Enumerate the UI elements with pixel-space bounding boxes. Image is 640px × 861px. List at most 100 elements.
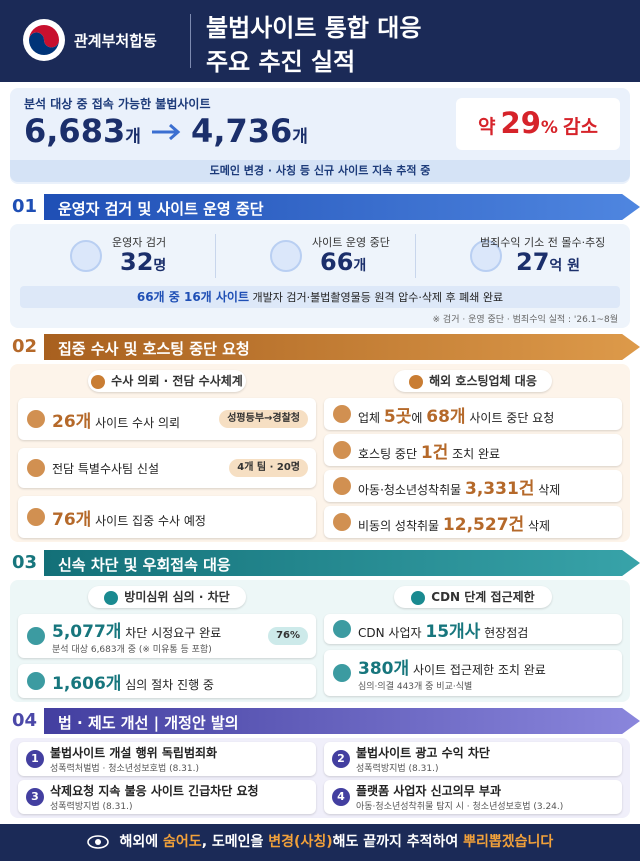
item-figure: 1,606개 [52,673,122,694]
stat: 사이트 운영 중단 66개 [215,230,410,282]
law-title: 플랫폼 사업자 신고의무 부과 [356,784,502,798]
footer-text: , 도메인을 [201,834,269,850]
section-number: 04 [12,710,38,731]
change-unit: % [540,118,558,138]
stat-label: 운영자 검거 [112,236,167,249]
section-title: 신속 차단 및 우회접속 대응 [58,556,231,574]
section-body: 66개 중 16개 사이트 개발자 검거·불법촬영물등 원격 압수·삭제 후 폐… [10,224,630,328]
item-text: 1,606개 심의 절차 진행 중 [52,669,214,694]
section-bar [44,194,640,220]
item-text: 5,077개 차단 시정요구 완료 분석 대상 6,683개 중 (※ 미유통 등… [52,617,221,655]
stat-value: 32 [120,248,154,276]
footer-text: 해외에 [119,834,164,850]
title-line: 불법사이트 통합 대응 [206,14,422,42]
header: 관계부처합동 불법사이트 통합 대응 주요 추진 실적 [0,0,640,82]
section-bar [44,550,640,576]
from-value: 6,683 [24,112,126,150]
icon [333,405,351,423]
stat-unit: 개 [353,258,367,274]
law-number: 1 [26,750,44,768]
section-title: 법 · 제도 개선 | 개정안 발의 [58,714,239,732]
icon [333,513,351,531]
item-sub: 심의·의결 443개 중 비교·식별 [358,682,473,692]
column-heading-text: 해외 호스팅업체 대응 [429,374,537,388]
item-phrase: 사이트 중단 요청 [465,410,555,425]
icon [27,459,45,477]
section-number: 03 [12,552,38,573]
item-line: 26개 사이트 수사 의뢰 [52,407,180,432]
item-phrase: 삭제 [534,482,561,497]
footer: 해외에 숨어도, 도메인을 변경(사칭)해도 끝까지 추적하여 뿌리뽑겠습니다 [0,824,640,861]
stat-unit: 명 [153,258,167,274]
stat-icon [470,240,502,272]
stat: 운영자 검거 32명 [20,230,210,282]
item-card: 26개 사이트 수사 의뢰 성평등부→경찰청 [18,398,316,440]
section-body: 방미심위 심의 · 차단 5,077개 차단 시정요구 완료 분석 대상 6,683… [10,580,630,702]
summary-note: 도메인 변경 · 사칭 등 신규 사이트 지속 추적 중 [10,160,630,182]
icon [333,441,351,459]
item-phrase: 조치 완료 [448,446,501,461]
stat-value-row: 27억 원 [516,248,580,276]
heading-icon [409,374,424,389]
law-title: 삭제요청 지속 불응 사이트 긴급차단 요청 [50,784,259,798]
stat-unit: 억 원 [549,258,581,274]
column-heading-text: 수사 의뢰 · 전담 수사체계 [111,374,243,388]
highlight: 66개 중 16개 사이트 [136,290,250,304]
arrow [151,123,181,141]
item-tag: 성평등부→경찰청 [219,410,308,428]
section-header: 02 집중 수사 및 호스팅 중단 요청 [0,334,640,360]
change-prefix: 약 [477,116,496,138]
column-heading: 방미심위 심의 · 차단 [88,586,246,608]
item-phrase: 에 [411,410,427,425]
item-line: CDN 사업자 15개사 현장점검 [358,617,528,642]
from-unit: 개 [125,127,141,147]
icon [333,620,351,638]
law-text: 삭제요청 지속 불응 사이트 긴급차단 요청 성폭력방지법 (8.31.) [50,782,259,812]
icon [27,410,45,428]
item-line: 1,606개 심의 절차 진행 중 [52,669,214,694]
item-card: 아동·청소년성착취물 3,331건 삭제 [324,470,622,502]
stat: 범죄수익 기소 전 몰수·추징 27억 원 [415,230,610,282]
item-figure: 68개 [426,406,466,427]
footnote: ※ 검거 · 운영 중단 · 범죄수익 실적 : '26.1~8월 [432,315,618,325]
stat-value-row: 66개 [320,248,366,276]
section-body: 수사 의뢰 · 전담 수사체계 26개 사이트 수사 의뢰 성평등부→경찰청 전담 특… [10,364,630,542]
item-figure: 5곳 [383,406,412,427]
law-ref: 성폭력방지법 (8.31.) [356,764,439,774]
summary-label: 분석 대상 중 접속 가능한 불법사이트 [24,97,211,111]
stat-icon [270,240,302,272]
item-card: CDN 사업자 15개사 현장점검 [324,614,622,644]
item-line: 비동의 성착취물 12,527건 삭제 [358,510,550,535]
item-text: CDN 사업자 15개사 현장점검 [358,617,528,642]
law-title: 불법사이트 개설 행위 독립범죄화 [50,746,218,760]
item-phrase: 호스팅 중단 [358,446,421,461]
footer-text: 해도 끝까지 추적하여 [332,834,464,850]
change-box: 약 29% 감소 [456,98,620,150]
item-tag: 76% [268,627,308,645]
item-line: 5,077개 차단 시정요구 완료 [52,617,221,642]
law-number: 4 [332,788,350,806]
item-line: 76개 사이트 집중 수사 예정 [52,505,206,530]
heading-icon [104,590,119,605]
item-figure: 1건 [420,442,449,463]
item-figure: 380개 [358,659,410,679]
item-phrase: 차단 시정요구 완료 [121,626,222,640]
item-figure: 3,331건 [465,478,535,499]
section-title: 집중 수사 및 호스팅 중단 요청 [58,340,250,358]
law-ref: 아동·청소년성착취물 탐지 시 · 청소년성보호법 (3.24.) [356,802,564,812]
item-phrase: 사이트 집중 수사 예정 [91,513,206,528]
item-card: 1,606개 심의 절차 진행 중 [18,664,316,698]
item-text: 380개 사이트 접근제한 조치 완료 심의·의결 443개 중 비교·식별 [358,654,546,692]
section-bar [44,708,640,734]
item-card: 76개 사이트 집중 수사 예정 [18,496,316,538]
law-ref: 성폭력처벌법 · 청소년성보호법 (8.31.) [50,764,200,774]
item-text: 호스팅 중단 1건 조치 완료 [358,438,500,463]
item-figure: 5,077개 [52,622,122,642]
column-heading: 수사 의뢰 · 전담 수사체계 [88,370,246,392]
footer-emphasis: 뿌리뽑겠습니다 [463,834,554,850]
section-bar [44,334,640,360]
